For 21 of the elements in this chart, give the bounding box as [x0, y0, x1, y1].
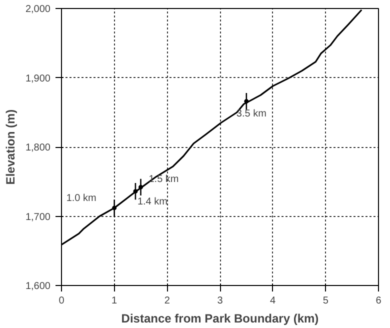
- x-tick-label: 6: [376, 296, 382, 306]
- y-axis-title: Elevation (m): [3, 109, 18, 185]
- annotation: 3.5 km: [236, 108, 266, 120]
- annotation: 1.4 km: [137, 196, 168, 208]
- point: [112, 206, 117, 210]
- point: [244, 99, 249, 104]
- x-tick-label: 4: [270, 296, 276, 306]
- x-tick-label: 0: [58, 296, 65, 306]
- x-tick-label: 5: [322, 296, 329, 306]
- point: [138, 184, 143, 190]
- y-tick-label: 1,700: [25, 212, 51, 223]
- y-tick-label: 1,900: [25, 73, 51, 84]
- point: [133, 189, 138, 194]
- annotation: 1.0 km: [66, 192, 96, 204]
- y-tick-label: 1,800: [25, 142, 51, 154]
- x-tick-label: 1: [112, 296, 118, 306]
- x-axis-title: Distance from Park Boundary (km): [121, 312, 319, 326]
- x-tick-label: 2: [164, 296, 170, 306]
- x-tick-label: 3: [217, 296, 224, 306]
- y-tick-label: 1,600: [25, 281, 51, 292]
- y-tick-label: 2,000: [25, 4, 51, 15]
